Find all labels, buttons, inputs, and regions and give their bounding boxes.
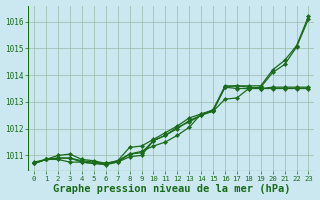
X-axis label: Graphe pression niveau de la mer (hPa): Graphe pression niveau de la mer (hPa) (52, 184, 290, 194)
